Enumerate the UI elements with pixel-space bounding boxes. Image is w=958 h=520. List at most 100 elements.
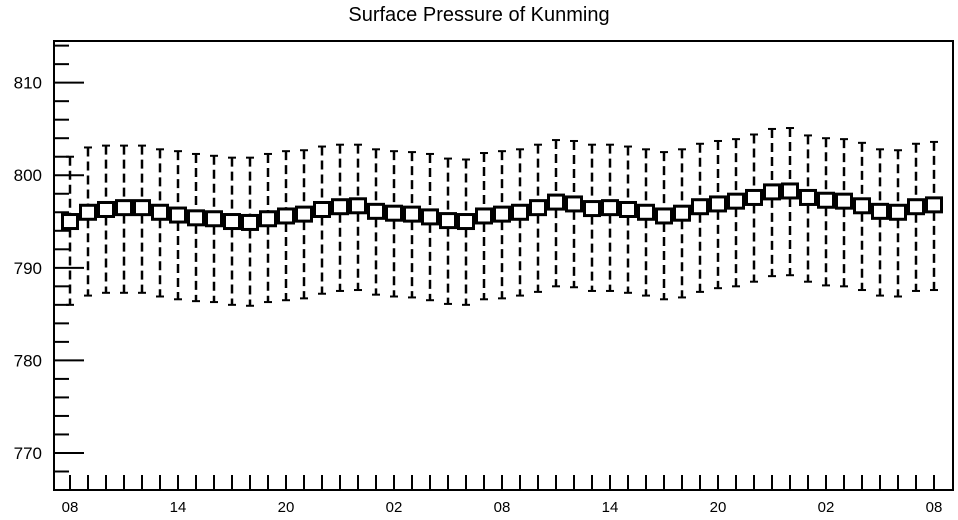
box-item [727,138,745,288]
box-marker [403,205,421,223]
box-marker [511,203,529,221]
box-item [511,148,529,297]
box-marker [583,200,601,218]
y-tick-label: 770 [14,444,42,463]
box-item [331,143,349,292]
box-marker [151,203,169,221]
x-tick-label: 20 [278,499,295,516]
box-item [115,144,133,294]
box-item [403,151,421,299]
box-series [61,127,943,307]
box-marker [907,198,925,216]
box-item [97,144,115,294]
box-marker [745,188,763,206]
box-marker [835,192,853,210]
box-marker [61,213,79,231]
box-marker [493,205,511,223]
box-marker [439,212,457,230]
box-marker [169,206,187,224]
box-item [637,148,655,297]
box-marker [421,208,439,226]
box-marker [313,200,331,218]
box-marker [925,196,943,214]
box-item [619,145,637,294]
box-marker [133,199,151,217]
box-item [871,148,889,297]
box-marker [295,205,313,223]
box-item [223,156,241,306]
box-item [547,139,565,288]
box-marker [547,193,565,211]
x-tick-label: 08 [494,499,511,516]
box-item [169,150,187,301]
y-tick-label: 810 [14,74,42,93]
box-item [349,143,367,292]
box-item [457,158,475,306]
box-marker [637,203,655,221]
box-item [385,150,403,298]
box-item [205,154,223,304]
box-item [817,137,835,287]
box-item [151,148,169,298]
x-tick-label: 14 [602,499,619,516]
box-marker [115,199,133,217]
box-marker [709,195,727,213]
box-item [61,155,79,306]
box-item [295,149,313,300]
box-marker [655,207,673,225]
box-item [655,151,673,301]
box-marker [529,199,547,217]
box-item [601,143,619,292]
x-tick-label: 14 [170,499,187,516]
x-tick-label: 08 [926,499,943,516]
box-item [583,143,601,292]
x-axis: 08 14 20 02 08 14 20 02 08 [62,475,943,516]
box-item [529,143,547,293]
box-item [925,140,943,292]
y-axis: 770 780 790 800 810 [14,44,84,491]
box-marker [457,213,475,231]
box-marker [565,195,583,213]
box-item [79,146,97,297]
box-marker [889,203,907,221]
box-item [745,133,763,283]
box-marker [241,213,259,231]
box-item [421,152,439,302]
box-item [835,138,853,288]
box-marker [781,182,799,200]
box-marker [331,198,349,216]
box-item [763,127,781,278]
box-item [691,142,709,293]
box-marker [691,198,709,216]
box-item [709,139,727,290]
box-marker [871,202,889,220]
box-item [241,156,259,307]
box-marker [817,191,835,209]
box-marker [223,213,241,231]
box-marker [259,210,277,228]
box-item [907,142,925,292]
box-item [673,148,691,299]
plot-frame [53,40,954,491]
box-marker [619,200,637,218]
box-item [133,144,151,294]
chart-title: Surface Pressure of Kunming [348,4,610,26]
box-marker [673,204,691,222]
box-marker [187,209,205,227]
box-marker [763,183,781,201]
box-item [565,139,583,289]
y-tick-label: 780 [14,351,42,370]
box-item [475,152,493,301]
box-item [277,150,295,302]
box-item [799,134,817,283]
box-marker [205,210,223,228]
x-tick-label: 20 [710,499,727,516]
y-tick-label: 790 [14,259,42,278]
box-item [439,157,457,305]
y-tick-label: 800 [14,166,42,185]
box-item [493,150,511,300]
box-marker [277,207,295,225]
x-tick-label: 02 [386,499,403,516]
box-marker [799,188,817,206]
box-item [313,145,331,295]
